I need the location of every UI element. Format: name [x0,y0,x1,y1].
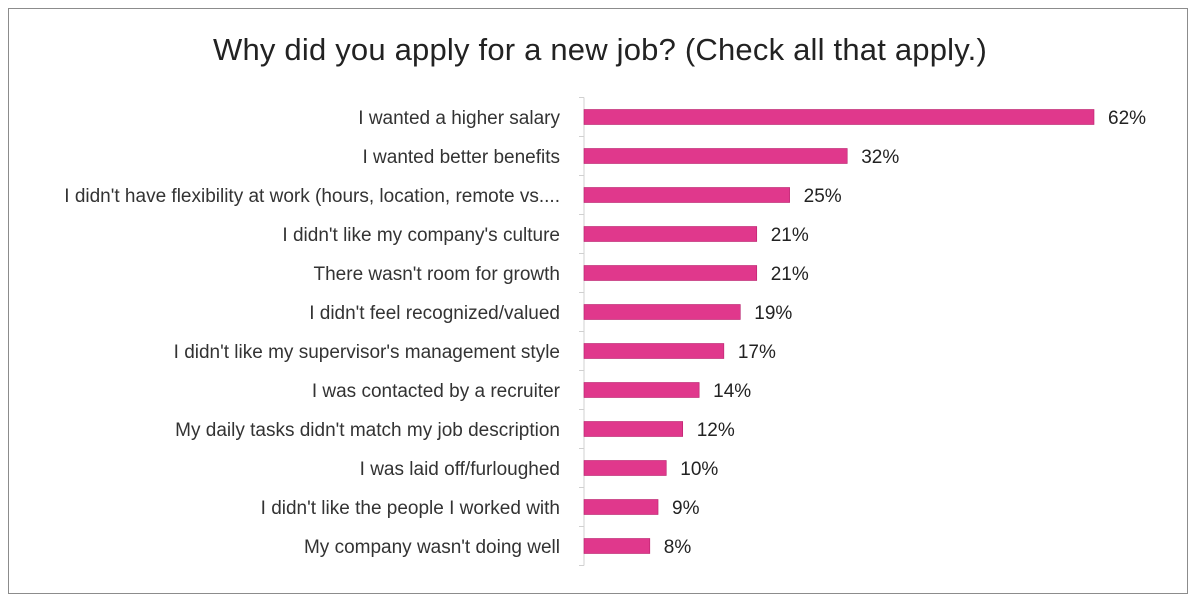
category-label: I didn't like my company's culture [282,225,560,246]
data-label: 21% [771,225,809,246]
bar [583,187,790,203]
bar [583,148,848,164]
bar [583,382,700,398]
category-label: I was contacted by a recruiter [312,381,561,402]
data-label: 8% [664,537,692,558]
data-label: 25% [804,186,842,207]
bar [583,538,651,554]
bar [583,460,667,476]
data-label: 12% [697,420,735,441]
category-label: I didn't like the people I worked with [261,498,560,519]
bar [583,421,684,437]
data-label: 14% [713,381,751,402]
category-label: I wanted a higher salary [358,108,560,129]
bar [583,499,659,515]
category-label: I didn't like my supervisor's management… [174,342,560,363]
data-label: 21% [771,264,809,285]
bar [583,109,1095,125]
bar [583,226,758,242]
data-label: 9% [672,498,700,519]
category-label: My daily tasks didn't match my job descr… [175,420,560,441]
chart-title: Why did you apply for a new job? (Check … [213,32,987,67]
category-label: I didn't feel recognized/valued [309,303,560,324]
bar [583,265,758,281]
category-label: I was laid off/furloughed [360,459,560,480]
bar [583,304,741,320]
data-label: 62% [1108,108,1146,129]
data-label: 10% [680,459,718,480]
category-label: I didn't have flexibility at work (hours… [64,186,560,207]
data-label: 19% [754,303,792,324]
chart-frame [8,8,1188,594]
bar [583,343,725,359]
data-label: 17% [738,342,776,363]
category-label: There wasn't room for growth [314,264,561,285]
category-label: My company wasn't doing well [304,537,560,558]
data-label: 32% [861,147,899,168]
category-label: I wanted better benefits [362,147,560,168]
